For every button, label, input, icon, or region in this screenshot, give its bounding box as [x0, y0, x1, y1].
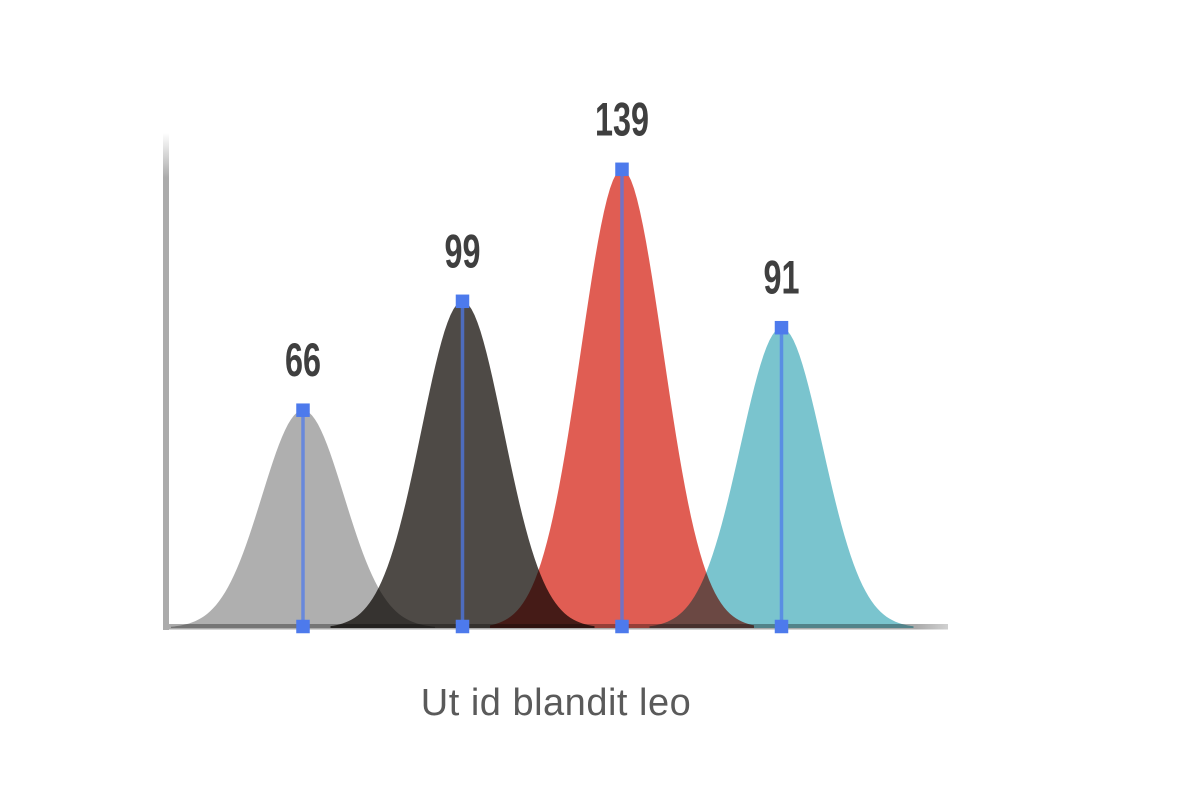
- marker-handle-bottom-peak-3[interactable]: [615, 619, 629, 634]
- marker-handle-top-peak-3[interactable]: [615, 162, 629, 177]
- marker-handle-top-peak-1[interactable]: [296, 403, 310, 417]
- marker-handle-bottom-peak-4[interactable]: [774, 619, 789, 634]
- value-label-peak-3: 139: [595, 92, 649, 145]
- y-axis: [163, 133, 169, 630]
- marker-handle-top-peak-2[interactable]: [455, 294, 470, 309]
- marker-handle-top-peak-4[interactable]: [774, 320, 789, 335]
- value-label-peak-2: 99: [445, 224, 481, 277]
- marker-handle-bottom-peak-2[interactable]: [455, 619, 470, 634]
- marker-handle-bottom-peak-1[interactable]: [296, 619, 310, 634]
- value-label-peak-4: 91: [764, 251, 800, 304]
- value-label-peak-1: 66: [285, 333, 321, 386]
- chart-title: Ut id blandit leo: [420, 682, 692, 724]
